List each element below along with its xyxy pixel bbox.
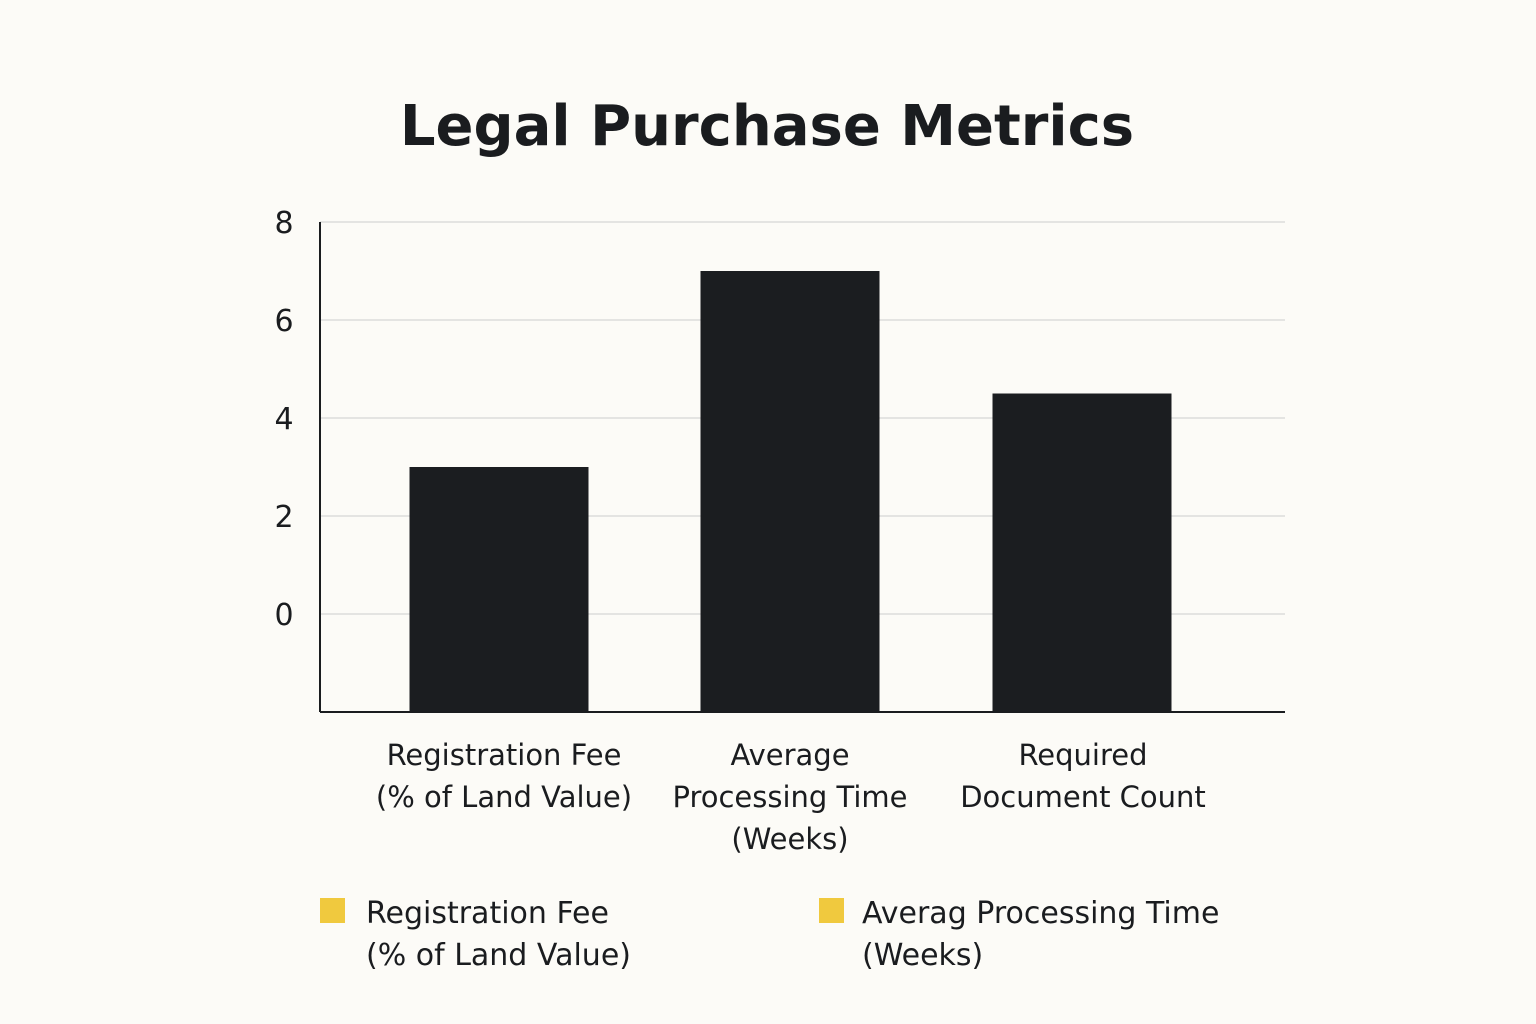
legend-label-line: (% of Land Value) <box>366 938 631 973</box>
y-tick-label: 4 <box>274 402 293 437</box>
legend-label: Averag Processing Time (Weeks) <box>862 896 1219 973</box>
y-tick-labels: 0 2 4 6 8 <box>274 206 293 633</box>
x-category-label-line: Document Count <box>960 780 1206 814</box>
x-category-label-line: (% of Land Value) <box>376 780 632 814</box>
bar <box>409 467 589 712</box>
bar <box>992 393 1172 712</box>
legend: Registration Fee (% of Land Value) Averag … <box>320 896 1219 973</box>
legend-entry: Registration Fee (% of Land Value) <box>320 896 631 973</box>
x-category-label: Required Document Count <box>960 738 1206 814</box>
x-category-labels: Registration Fee (% of Land Value) Average… <box>376 738 1206 856</box>
legend-label: Registration Fee (% of Land Value) <box>366 896 631 973</box>
legend-swatch <box>320 898 345 923</box>
y-tick-label: 8 <box>274 206 293 241</box>
legend-label-line: (Weeks) <box>862 938 983 973</box>
x-category-label-line: Registration Fee <box>387 738 622 772</box>
legend-label-line: Averag Processing Time <box>862 896 1219 931</box>
x-category-label-line: (Weeks) <box>731 822 848 856</box>
x-category-label-line: Required <box>1018 738 1147 772</box>
x-category-label: Average Processing Time (Weeks) <box>672 738 907 856</box>
bars-layer <box>409 271 1172 712</box>
y-tick-label: 0 <box>274 598 293 633</box>
x-category-label-line: Processing Time <box>672 780 907 814</box>
bar <box>700 271 880 712</box>
x-category-label: Registration Fee (% of Land Value) <box>376 738 632 814</box>
legend-entry: Averag Processing Time (Weeks) <box>819 896 1219 973</box>
legend-label-line: Registration Fee <box>366 896 609 931</box>
legend-swatch <box>819 898 844 923</box>
chart-title: Legal Purchase Metrics <box>400 94 1134 159</box>
x-category-label-line: Average <box>730 738 849 772</box>
axes-layer <box>319 222 1285 713</box>
y-tick-label: 6 <box>274 304 293 339</box>
y-tick-label: 2 <box>274 500 293 535</box>
